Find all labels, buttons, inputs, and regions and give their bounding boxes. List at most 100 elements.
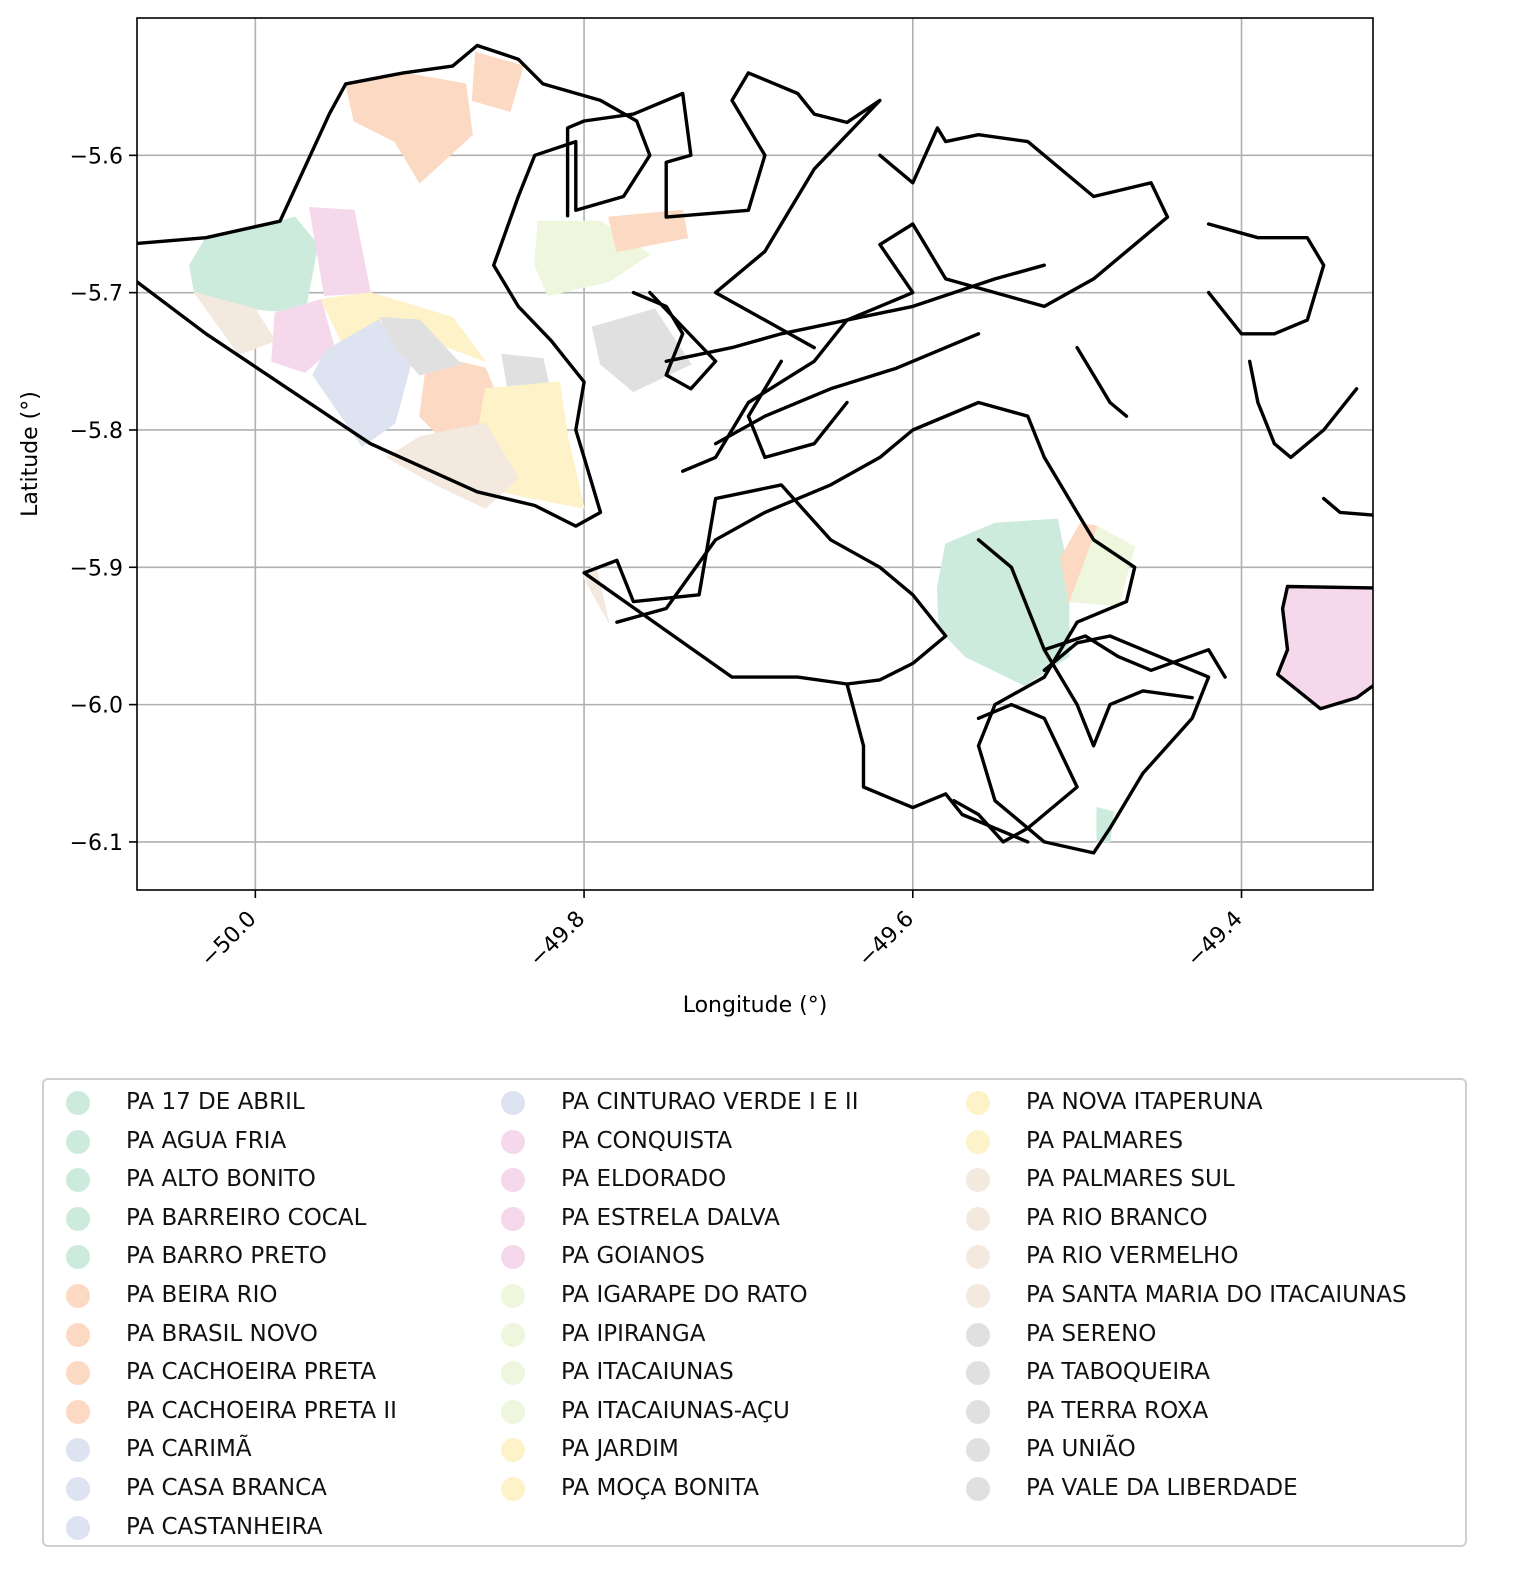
legend-label: PA ALTO BONITO (126, 1166, 316, 1193)
legend-label: PA 17 DE ABRIL (126, 1089, 305, 1115)
boundary-outline (976, 538, 1194, 748)
y-tick-label: −5.7 (70, 282, 123, 307)
legend-label: PA AGUA FRIA (126, 1127, 287, 1154)
settlement-area (608, 209, 689, 252)
x-tick-label: −50.0 (196, 907, 261, 972)
legend-label: PA BRASIL NOVO (126, 1320, 318, 1347)
legend-label: PA IPIRANGA (561, 1320, 706, 1347)
boundary-outlines (137, 43, 1373, 855)
legend-marker-icon (66, 1322, 90, 1347)
legend-marker-icon (66, 1515, 90, 1540)
legend-marker-icon (66, 1399, 90, 1424)
legend-marker-icon (966, 1284, 990, 1308)
boundary-outline (681, 126, 1170, 473)
x-tick-label: −49.6 (854, 907, 919, 972)
legend-marker-icon (501, 1361, 525, 1386)
y-tick-label: −6.1 (70, 831, 123, 856)
y-tick-label: −6.0 (70, 694, 123, 719)
settlement-area (345, 72, 473, 184)
legend-marker-icon (66, 1245, 90, 1270)
y-tick-label: −5.9 (70, 556, 123, 581)
legend: PA 17 DE ABRIL PA AGUA FRIA PA ALTO BONITO… (42, 1078, 1467, 1547)
legend-marker-icon (966, 1361, 990, 1386)
settlement-area (312, 319, 413, 448)
legend-marker-icon (501, 1477, 525, 1501)
x-ticks: −50.0 −49.8 −49.6 −49.4 (196, 890, 1248, 972)
legend-label: PA SANTA MARIA DO ITACAIUNAS (1026, 1282, 1407, 1308)
legend-marker-icon (66, 1361, 90, 1386)
boundary-outline (746, 359, 849, 460)
boundary-outline (1275, 584, 1373, 711)
y-tick-label: −5.6 (70, 144, 123, 169)
plot-frame (136, 17, 1374, 891)
legend-label: PA TERRA ROXA (1026, 1397, 1209, 1424)
legend-label: PA BARREIRO COCAL (126, 1204, 367, 1231)
legend-marker-icon (501, 1322, 525, 1347)
legend-label: PA CASA BRANCA (126, 1475, 327, 1501)
legend-label: PA ELDORADO (561, 1166, 727, 1193)
boundary-outline (713, 332, 981, 446)
legend-label: PA ITACAIUNAS (561, 1359, 734, 1386)
boundary-outline (664, 263, 1047, 363)
map-chart: −50.0 −49.8 −49.6 −49.4 −5.6 −5.7 −5.8 −5.9 −6.… (18, 17, 1374, 1018)
legend-marker-icon (966, 1168, 990, 1193)
legend-marker-icon (66, 1091, 90, 1115)
legend-label: PA JARDIM (561, 1436, 679, 1463)
grid-lines (137, 18, 1373, 890)
legend-label: PA TABOQUEIRA (1026, 1359, 1210, 1386)
settlement-area (309, 206, 372, 296)
legend-label: PA CACHOEIRA PRETA (126, 1359, 377, 1386)
x-tick-label: −49.8 (525, 907, 590, 972)
legend-marker-icon (66, 1129, 90, 1154)
legend-label: PA PALMARES (1026, 1127, 1184, 1154)
legend-label: PA NOVA ITAPERUNA (1026, 1089, 1263, 1115)
legend-marker-icon (966, 1438, 990, 1463)
legend-label: PA CARIMÃ (126, 1436, 252, 1463)
boundary-outline (631, 290, 718, 391)
legend-label: PA MOÇA BONITA (561, 1475, 759, 1501)
legend-label: PA CONQUISTA (561, 1127, 733, 1154)
boundary-outline (1042, 634, 1227, 679)
legend-marker-icon (501, 1206, 525, 1231)
y-ticks: −5.6 −5.7 −5.8 −5.9 −6.0 −6.1 (70, 144, 137, 856)
legend-marker-icon (966, 1206, 990, 1231)
legend-label: PA RIO VERMELHO (1026, 1243, 1239, 1270)
legend-marker-icon (66, 1168, 90, 1193)
legend-marker-icon (66, 1438, 90, 1463)
settlement-area (379, 316, 462, 376)
y-axis-label: Latitude (°) (18, 391, 43, 517)
legend-marker-icon (966, 1245, 990, 1270)
legend-label: PA BEIRA RIO (126, 1282, 278, 1308)
settlement-area (271, 298, 335, 373)
settlement-area (1060, 522, 1098, 604)
boundary-outline (1321, 496, 1373, 517)
boundary-outline (1206, 222, 1326, 336)
boundary-outline (952, 702, 1079, 844)
legend-marker-icon (966, 1399, 990, 1424)
settlement-area (471, 51, 524, 113)
boundary-outline (565, 71, 882, 350)
legend-marker-icon (501, 1129, 525, 1154)
legend-marker-icon (501, 1399, 525, 1424)
legend-marker-icon (966, 1129, 990, 1154)
legend-label: PA CACHOEIRA PRETA II (126, 1397, 397, 1424)
legend-label: PA PALMARES SUL (1026, 1166, 1235, 1193)
boundary-outline (137, 43, 652, 528)
legend-label: PA CASTANHEIRA (126, 1513, 323, 1540)
legend-label: PA ESTRELA DALVA (561, 1204, 780, 1231)
legend-marker-icon (66, 1206, 90, 1231)
settlement-area (1096, 806, 1114, 843)
boundary-outline (615, 400, 1211, 855)
legend-label: PA CINTURAO VERDE I E II (561, 1089, 859, 1115)
legend-label: PA RIO BRANCO (1026, 1204, 1208, 1231)
legend-label: PA UNIÃO (1026, 1436, 1136, 1463)
boundary-outline (1247, 359, 1359, 460)
y-tick-label: −5.8 (70, 419, 123, 444)
legend-marker-icon (501, 1168, 525, 1193)
legend-label: PA VALE DA LIBERDADE (1026, 1475, 1298, 1501)
legend-marker-icon (501, 1091, 525, 1115)
legend-label: PA BARRO PRETO (126, 1243, 327, 1270)
x-axis-label: Longitude (°) (683, 993, 828, 1018)
settlement-fills (189, 51, 1373, 843)
legend-marker-icon (966, 1322, 990, 1347)
